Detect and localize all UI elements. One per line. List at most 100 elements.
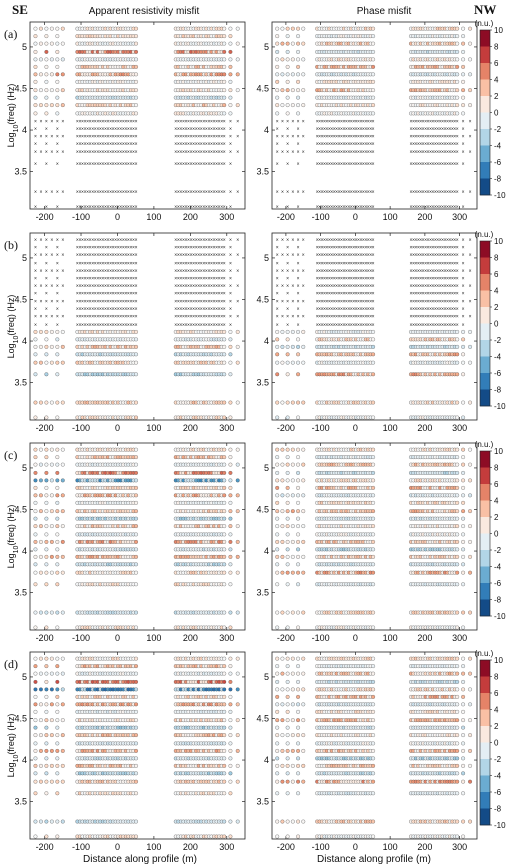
misfit-marker [49, 72, 54, 77]
misfit-marker [33, 41, 38, 46]
misfit-marker [461, 103, 466, 108]
misfit-marker [371, 49, 376, 54]
misfit-marker [33, 532, 38, 537]
misfit-marker [134, 352, 139, 357]
misfit-marker [49, 447, 54, 452]
misfit-marker [55, 49, 60, 54]
misfit-marker [275, 111, 280, 116]
misfit-marker [275, 329, 280, 334]
x-tick-label: -100 [72, 423, 90, 433]
misfit-marker [285, 72, 290, 77]
y-tick-label: 4.5 [256, 294, 269, 304]
misfit-marker [38, 554, 43, 559]
misfit-marker [296, 41, 301, 46]
cross-marker: × [291, 134, 294, 140]
cross-marker: × [276, 276, 279, 282]
cross-marker: × [291, 314, 294, 320]
cross-marker: × [372, 141, 375, 147]
misfit-marker [228, 509, 233, 514]
cross-marker: × [56, 268, 59, 274]
misfit-marker [44, 400, 49, 405]
misfit-marker [371, 72, 376, 77]
cross-marker: × [462, 314, 465, 320]
misfit-marker [55, 344, 60, 349]
misfit-marker [290, 26, 295, 31]
misfit-marker [285, 79, 290, 84]
misfit-marker [285, 111, 290, 116]
cross-marker: × [297, 314, 300, 320]
cross-marker: × [34, 299, 37, 305]
x-tick-label: 100 [146, 212, 161, 222]
misfit-marker [55, 57, 60, 62]
x-tick-label: 200 [417, 423, 432, 433]
misfit-marker [228, 462, 233, 467]
misfit-marker [222, 400, 227, 405]
misfit-marker [33, 524, 38, 529]
misfit-marker [301, 400, 306, 405]
x-tick-label: 100 [146, 423, 161, 433]
misfit-marker [222, 455, 227, 460]
misfit-marker [455, 64, 460, 69]
cross-marker: × [302, 299, 305, 305]
misfit-marker [290, 88, 295, 93]
misfit-marker [38, 360, 43, 365]
misfit-marker [228, 72, 233, 77]
misfit-marker [44, 554, 49, 559]
misfit-marker [371, 400, 376, 405]
cross-marker: × [372, 245, 375, 251]
cross-marker: × [281, 268, 284, 274]
cross-marker: × [229, 150, 232, 156]
panel-label: (c) [4, 448, 17, 462]
cross-marker: × [236, 238, 239, 244]
cross-marker: × [281, 119, 284, 125]
misfit-marker [461, 415, 466, 420]
cross-marker: × [39, 190, 42, 196]
colorbar-tick-label: -8 [494, 175, 502, 184]
misfit-marker [44, 337, 49, 342]
misfit-marker [222, 485, 227, 490]
cross-marker: × [286, 190, 289, 196]
cross-marker: × [372, 322, 375, 328]
cross-marker: × [281, 190, 284, 196]
cross-marker: × [236, 253, 239, 259]
misfit-marker [33, 500, 38, 505]
misfit-marker [461, 26, 466, 31]
misfit-marker [228, 64, 233, 69]
misfit-marker [285, 26, 290, 31]
cross-marker: × [276, 291, 279, 297]
cross-marker: × [61, 268, 64, 274]
cross-marker: × [297, 261, 300, 267]
misfit-marker [134, 470, 139, 475]
misfit-marker [134, 360, 139, 365]
cross-marker: × [456, 134, 459, 140]
cross-marker: × [276, 126, 279, 132]
misfit-marker [468, 400, 473, 405]
cross-marker: × [236, 150, 239, 156]
cross-marker: × [291, 299, 294, 305]
misfit-marker [275, 88, 280, 93]
misfit-marker [461, 400, 466, 405]
cross-marker: × [39, 238, 42, 244]
misfit-marker [222, 524, 227, 529]
misfit-marker [44, 462, 49, 467]
cross-marker: × [281, 253, 284, 259]
cross-marker: × [56, 205, 59, 211]
cross-marker: × [291, 119, 294, 125]
misfit-marker [280, 41, 285, 46]
misfit-marker [49, 26, 54, 31]
colorbar-tick-label: 6 [494, 59, 499, 68]
misfit-marker [134, 72, 139, 77]
cross-marker: × [34, 314, 37, 320]
cross-marker: × [276, 245, 279, 251]
misfit-marker [371, 329, 376, 334]
cross-marker: × [286, 268, 289, 274]
cross-marker: × [286, 150, 289, 156]
plot-frame [29, 21, 246, 210]
misfit-marker [38, 41, 43, 46]
cross-marker: × [229, 299, 232, 305]
misfit-marker [301, 88, 306, 93]
cross-marker: × [223, 161, 226, 167]
colorbar-segment [480, 178, 490, 196]
